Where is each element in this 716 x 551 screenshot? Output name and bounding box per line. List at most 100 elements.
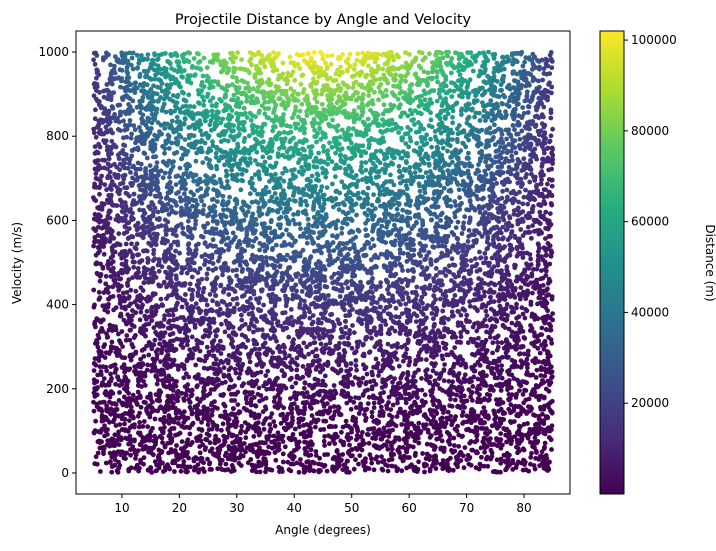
scatter-point	[438, 296, 443, 302]
scatter-point	[139, 53, 144, 58]
scatter-point	[344, 363, 349, 368]
scatter-point	[204, 344, 210, 350]
scatter-point	[315, 377, 321, 383]
scatter-point	[299, 165, 304, 170]
scatter-point	[312, 248, 317, 254]
scatter-point	[129, 55, 135, 61]
scatter-point	[416, 459, 421, 465]
scatter-point	[504, 302, 510, 307]
scatter-point	[433, 273, 439, 278]
scatter-point	[399, 422, 405, 427]
scatter-point	[491, 129, 497, 135]
scatter-point	[250, 181, 256, 187]
scatter-point	[226, 220, 232, 226]
scatter-point	[224, 178, 230, 184]
scatter-point	[369, 386, 375, 392]
scatter-point	[373, 356, 379, 362]
scatter-point	[119, 329, 125, 334]
scatter-point	[452, 214, 458, 220]
scatter-point	[169, 118, 175, 124]
scatter-point	[168, 108, 173, 114]
scatter-point	[260, 243, 266, 249]
scatter-point	[129, 241, 134, 247]
scatter-point	[380, 66, 386, 72]
scatter-point	[407, 210, 412, 215]
scatter-point	[494, 457, 500, 463]
scatter-point	[436, 243, 441, 249]
scatter-point	[383, 179, 389, 185]
scatter-point	[105, 161, 111, 167]
scatter-point	[219, 380, 225, 386]
scatter-point	[549, 183, 555, 189]
scatter-point	[424, 357, 429, 363]
scatter-point	[103, 281, 109, 287]
scatter-point	[141, 419, 147, 424]
scatter-point	[251, 337, 257, 343]
scatter-point	[433, 266, 439, 271]
scatter-point	[438, 218, 443, 223]
scatter-point	[550, 317, 555, 323]
scatter-point	[320, 223, 326, 229]
scatter-point	[366, 93, 372, 98]
scatter-point	[343, 192, 349, 198]
scatter-point	[292, 426, 298, 432]
scatter-point	[428, 409, 434, 415]
scatter-point	[547, 190, 552, 195]
scatter-point	[515, 131, 521, 137]
scatter-point	[504, 187, 510, 193]
scatter-point	[416, 420, 422, 426]
scatter-point	[130, 392, 136, 398]
scatter-point	[354, 97, 359, 103]
scatter-point	[106, 351, 112, 356]
scatter-point	[174, 316, 180, 322]
scatter-point	[524, 308, 530, 314]
scatter-point	[450, 467, 456, 473]
scatter-point	[133, 456, 138, 461]
scatter-point	[296, 420, 302, 426]
scatter-point	[529, 235, 534, 241]
scatter-point	[320, 56, 326, 62]
scatter-point	[490, 237, 496, 243]
scatter-point	[353, 405, 359, 410]
scatter-point	[516, 423, 522, 429]
scatter-point	[239, 57, 245, 62]
scatter-point	[239, 317, 245, 323]
scatter-point	[153, 374, 159, 379]
scatter-point	[313, 424, 318, 430]
scatter-point	[201, 202, 207, 208]
scatter-point	[309, 321, 315, 327]
scatter-point	[410, 290, 415, 295]
scatter-point	[209, 108, 215, 114]
scatter-point	[92, 61, 98, 67]
scatter-point	[500, 442, 505, 448]
scatter-point	[545, 468, 550, 473]
scatter-point	[360, 177, 365, 183]
scatter-point	[364, 371, 370, 377]
scatter-point	[337, 134, 343, 140]
scatter-point	[371, 400, 377, 406]
scatter-point	[352, 375, 358, 380]
scatter-point	[448, 70, 454, 76]
scatter-point	[350, 85, 356, 91]
scatter-point	[222, 162, 228, 168]
scatter-point	[360, 50, 366, 56]
scatter-point	[199, 138, 205, 143]
scatter-point	[550, 311, 555, 316]
scatter-point	[343, 313, 349, 319]
scatter-point	[160, 175, 166, 181]
scatter-point	[527, 179, 533, 185]
scatter-point	[305, 363, 311, 368]
scatter-point	[540, 77, 545, 83]
scatter-point	[509, 309, 515, 315]
scatter-point	[240, 208, 246, 213]
scatter-point	[367, 452, 373, 458]
scatter-point	[210, 139, 215, 145]
scatter-point	[134, 104, 140, 110]
scatter-point	[477, 118, 483, 123]
scatter-point	[403, 391, 408, 397]
scatter-point	[479, 196, 485, 202]
scatter-point	[127, 118, 133, 123]
scatter-point	[472, 352, 478, 358]
scatter-point	[201, 285, 207, 291]
scatter-point	[327, 140, 332, 146]
